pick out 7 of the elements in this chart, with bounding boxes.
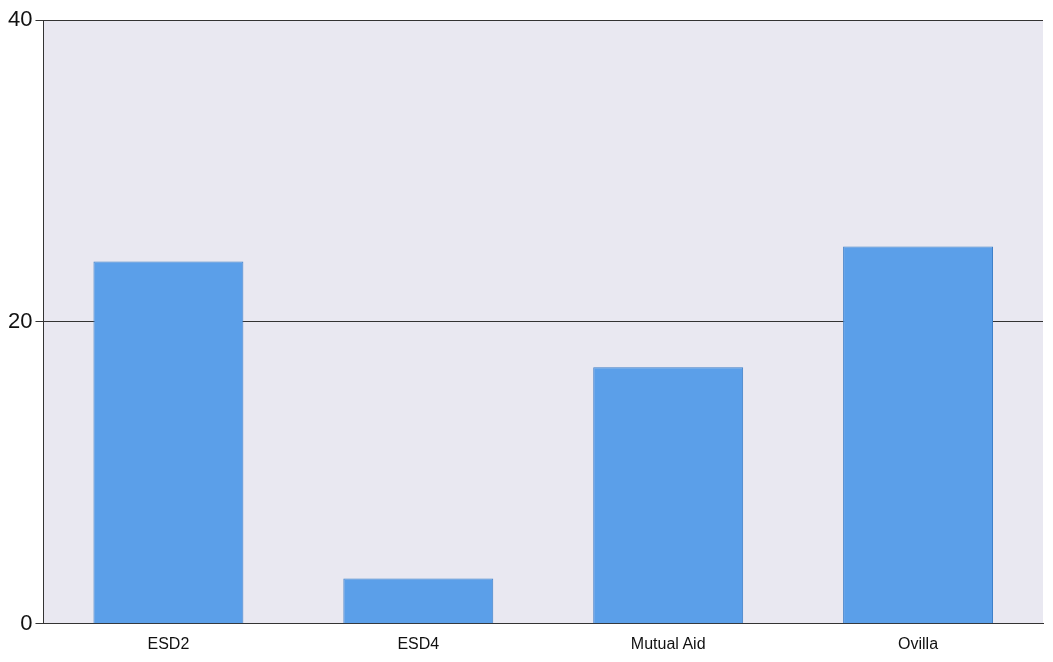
x-tick-label: Ovilla [898, 634, 939, 652]
x-tick-label: ESD4 [397, 634, 440, 652]
x-tick-label: ESD2 [147, 634, 190, 652]
y-tick-label: 40 [7, 6, 33, 32]
y-tick-label: 20 [7, 307, 33, 333]
y-tick-label: 0 [20, 609, 33, 635]
x-tick-label: Mutual Aid [630, 634, 706, 652]
